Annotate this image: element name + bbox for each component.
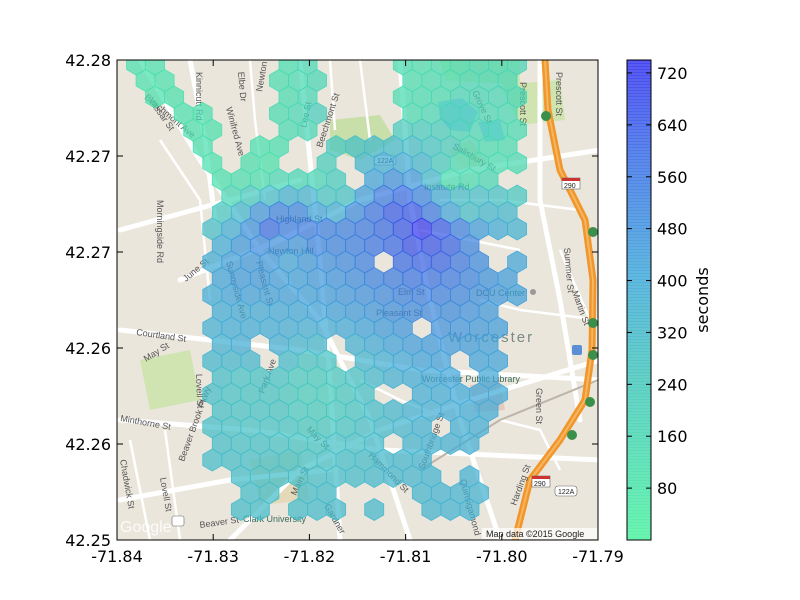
svg-text:Kinnicutt Rd: Kinnicutt Rd [194, 72, 204, 121]
google-logo: Google [120, 519, 172, 536]
y-tick-label: 42.27 [65, 243, 111, 262]
colorbar-tick-label: 560 [657, 168, 688, 187]
hexbin-cell [326, 498, 347, 521]
hexbin-cell [459, 432, 480, 455]
hexbin-cell [507, 151, 528, 175]
svg-text:Green St: Green St [534, 388, 544, 425]
colorbar-tick-label: 640 [657, 116, 688, 135]
svg-text:Prescott St: Prescott St [554, 72, 564, 117]
colorbar-label: seconds [693, 267, 712, 332]
colorbar-tick-label: 400 [657, 272, 688, 291]
svg-text:290: 290 [534, 481, 546, 488]
svg-text:Morningside Rd: Morningside Rd [155, 200, 165, 263]
colorbar: 80 160 240 320 400 480 560 640 720 seconds [626, 59, 712, 541]
colorbar-tick-label: 720 [657, 64, 688, 83]
colorbar-tick-label: 320 [657, 323, 688, 342]
x-tick-label: -71.80 [476, 547, 528, 566]
y-tick-label: 42.28 [65, 51, 111, 70]
svg-text:Lovell St: Lovell St [194, 374, 205, 409]
colorbar-stripes [627, 61, 651, 540]
x-tick-label: -71.81 [380, 547, 432, 566]
x-tick-label: -71.84 [91, 547, 143, 566]
colorbar-tick-label: 240 [657, 375, 688, 394]
colorbar-tick-label: 160 [657, 427, 688, 446]
hexbin-cell [507, 217, 528, 241]
x-tick-label: -71.79 [572, 547, 624, 566]
colorbar-gradient [627, 60, 651, 540]
svg-text:Worcester Public Library: Worcester Public Library [422, 374, 520, 384]
svg-text:290: 290 [564, 183, 576, 190]
x-tick-label: -71.82 [284, 547, 336, 566]
x-axis: -71.84 -71.83 -71.82 -71.81 -71.80 -71.79 [91, 60, 624, 566]
hexbin-cell [249, 498, 270, 521]
y-tick-label: 42.26 [65, 339, 111, 358]
colorbar-tick-label: 80 [657, 479, 677, 498]
x-tick-label: -71.83 [187, 547, 239, 566]
hexbin-cell [364, 498, 385, 521]
hexbin-cell [459, 498, 480, 521]
hexbin-layer [126, 60, 528, 521]
colorbar-tick-label: 480 [657, 220, 688, 239]
y-tick-label: 42.25 [65, 531, 111, 550]
plot-frame [116, 59, 599, 541]
svg-text:Summer St: Summer St [562, 247, 576, 293]
hexbin-cell [297, 118, 318, 142]
y-tick-label: 42.26 [65, 435, 111, 454]
svg-text:122A: 122A [558, 489, 575, 496]
y-axis: 42.28 42.27 42.27 42.26 42.26 42.25 [65, 51, 598, 550]
svg-text:Clark University: Clark University [243, 514, 307, 524]
svg-text:Elbe Dr: Elbe Dr [236, 71, 249, 102]
y-tick-label: 42.27 [65, 147, 111, 166]
hexbin-cell [507, 283, 528, 307]
svg-text:Map data ©2015 Google: Map data ©2015 Google [486, 529, 584, 539]
map-attribution: Map data ©2015 Google [482, 528, 597, 539]
